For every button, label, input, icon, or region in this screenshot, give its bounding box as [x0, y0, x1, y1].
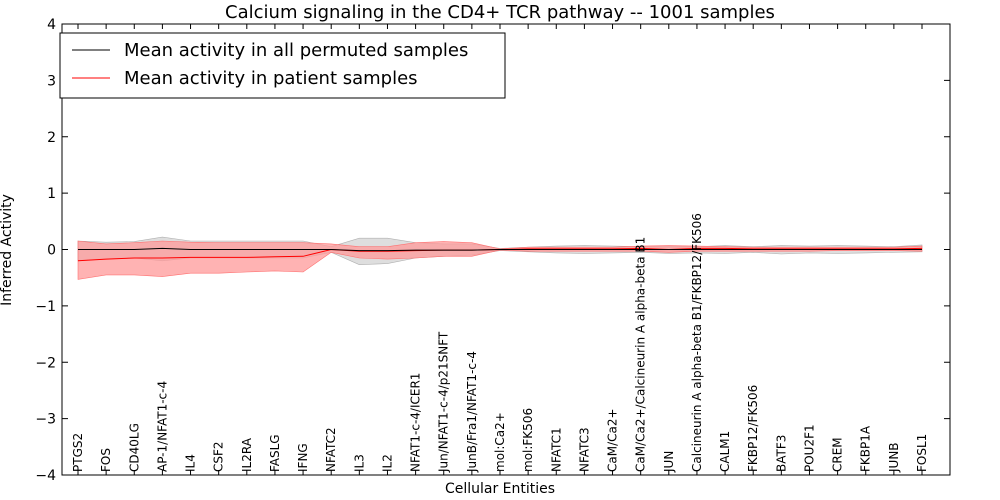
x-axis-label: Cellular Entities: [445, 481, 555, 497]
x-tick-label: IFNG: [296, 443, 310, 472]
x-tick-label: PTGS2: [71, 433, 85, 472]
x-tick-label: NFATC3: [577, 427, 591, 472]
y-tick-label: 3: [47, 73, 56, 89]
legend-label-permuted: Mean activity in all permuted samples: [124, 40, 468, 61]
legend: Mean activity in all permuted samples Me…: [59, 32, 506, 99]
x-tick-label: JUNB: [887, 442, 901, 473]
x-tick-label: Calcineurin A alpha-beta B1/FKBP12/FK506: [690, 213, 704, 472]
x-tick-label: IL4: [184, 454, 198, 472]
legend-label-patient: Mean activity in patient samples: [124, 68, 418, 89]
y-tick-label: −2: [35, 355, 56, 371]
x-tick-label: FOS: [99, 448, 113, 472]
y-tick-label: −4: [35, 468, 56, 484]
x-tick-label: IL2RA: [240, 437, 254, 472]
x-tick-label: FASLG: [268, 434, 282, 472]
x-tick-label: CREM: [831, 437, 845, 472]
confidence-bands: [77, 236, 923, 280]
x-tick-label: AP-1/NFAT1-c-4: [155, 381, 169, 472]
x-tick-label: JunB/Fra1/NFAT1-c-4: [465, 351, 479, 473]
x-tick-label: mol:Ca2+: [493, 412, 507, 472]
y-tick-label: 0: [47, 243, 56, 259]
line-permuted: [78, 247, 922, 252]
x-tick-label: JUN: [662, 451, 676, 473]
y-tick-label: 1: [47, 186, 56, 202]
x-tick-label: Jun/NFAT1-c-4/p21SNFT: [437, 331, 451, 473]
x-axis: PTGS2 FOS CD40LG AP-1/NFAT1-c-4 IL4 CSF2 IL2RA…: [71, 24, 929, 475]
x-tick-label: CALM1: [718, 431, 732, 472]
x-tick-label: BATF3: [774, 435, 788, 472]
y-tick-label: −3: [35, 412, 56, 428]
x-tick-label: NFAT1-c-4/ICER1: [409, 373, 423, 472]
y-tick-label: −1: [35, 299, 56, 315]
y-tick-label: 4: [47, 17, 56, 33]
x-tick-label: NFATC1: [549, 427, 563, 472]
x-tick-label: mol:FK506: [521, 408, 535, 472]
series-lines: [77, 247, 923, 262]
x-tick-label: FOSL1: [915, 434, 929, 472]
x-tick-label: NFATC2: [324, 427, 338, 472]
x-tick-label: IL2: [380, 454, 394, 472]
x-tick-label: FKBP12/FK506: [746, 385, 760, 472]
chart-title: Calcium signaling in the CD4+ TCR pathwa…: [225, 2, 775, 23]
band-patient: [77, 240, 923, 280]
y-axis: −4 −3 −2 −1 0 1 2 3 4: [35, 17, 950, 484]
x-tick-label: CD40LG: [127, 423, 141, 472]
x-tick-label: CaM/Ca2+/Calcineurin A alpha-beta B1: [634, 237, 648, 472]
y-axis-label: Inferred Activity: [0, 194, 15, 306]
x-tick-label: CaM/Ca2+: [606, 408, 620, 472]
legend-frame: [59, 32, 506, 99]
x-tick-label: IL3: [352, 454, 366, 472]
x-tick-label: FKBP1A: [859, 425, 873, 472]
y-tick-label: 2: [47, 130, 56, 146]
x-tick-label: POU2F1: [802, 424, 816, 472]
x-tick-label: CSF2: [212, 441, 226, 472]
